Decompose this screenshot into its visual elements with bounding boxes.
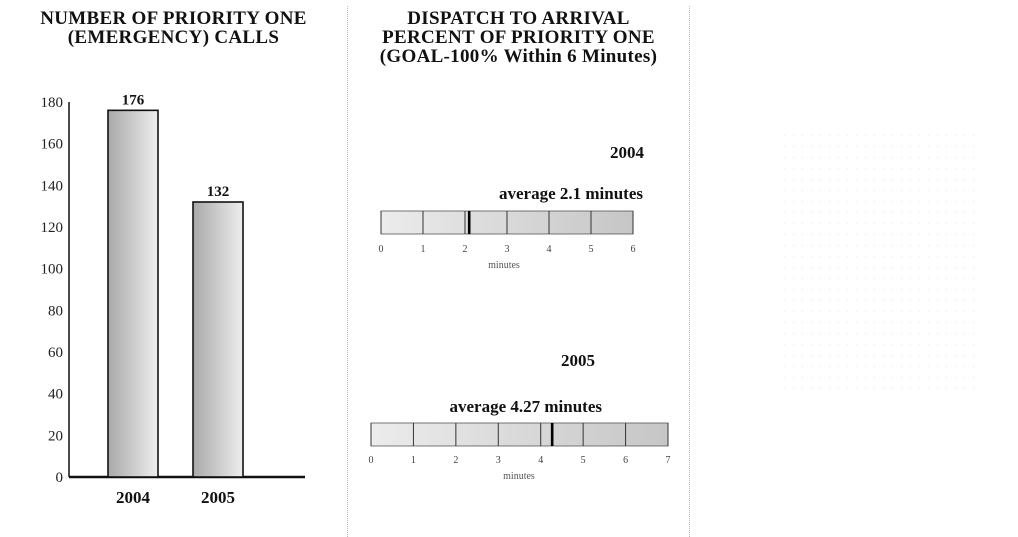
bar-2005 [192, 201, 244, 478]
series-year-label: 2005 [561, 351, 595, 370]
scale-tick-label: 7 [666, 455, 671, 466]
y-tick-label: 180 [41, 95, 64, 111]
calls-title-line-1: NUMBER OF PRIORITY ONE [40, 8, 307, 29]
scale-tick-label: 6 [631, 244, 636, 255]
background-speckle [780, 130, 980, 390]
bar-data-label: 132 [207, 184, 230, 200]
scale-tick-label: 5 [581, 455, 586, 466]
scale-tick-label: 5 [589, 244, 594, 255]
bar-2004 [107, 109, 159, 478]
y-tick-label: 140 [41, 178, 64, 194]
scale-tick-label: 0 [369, 455, 374, 466]
dispatch-title-line-1: DISPATCH TO ARRIVAL [407, 8, 630, 29]
scale-tick-label: 6 [623, 455, 628, 466]
series-average-label: average 4.27 minutes [449, 397, 602, 416]
y-tick-label: 160 [41, 137, 64, 153]
panel-divider-1 [347, 6, 348, 537]
scale-tick-label: 4 [547, 244, 552, 255]
calls-chart-title: NUMBER OF PRIORITY ONE (EMERGENCY) CALLS [0, 9, 347, 47]
series-average-label: average 2.1 minutes [499, 184, 643, 203]
scale-unit-label: minutes [503, 471, 535, 482]
calls-title-line-2: (EMERGENCY) CALLS [67, 27, 280, 48]
calls-panel: NUMBER OF PRIORITY ONE (EMERGENCY) CALLS… [0, 0, 347, 537]
y-tick-label: 40 [48, 387, 63, 403]
x-category-label: 2005 [201, 488, 235, 507]
scale-unit-label: minutes [488, 260, 520, 271]
y-tick-label: 60 [48, 345, 63, 361]
dispatch-chart-title: DISPATCH TO ARRIVAL PERCENT OF PRIORITY … [347, 9, 690, 66]
bar-data-label: 176 [122, 92, 145, 108]
scale-tick-label: 0 [379, 244, 384, 255]
y-tick-label: 120 [41, 220, 64, 236]
scale-bar-2005 [370, 422, 669, 447]
scale-tick-label: 1 [411, 455, 416, 466]
y-tick-label: 0 [56, 470, 64, 486]
dispatch-title-line-3: (GOAL-100% Within 6 Minutes) [379, 46, 658, 67]
dispatch-bars-chart: 2004 average 2.1 minutes 0 1 2 3 4 5 6 minutes 200… [369, 143, 671, 482]
y-tick-label: 20 [48, 428, 63, 444]
panel-divider-2 [689, 6, 690, 537]
scale-tick-label: 2 [453, 455, 458, 466]
scale-tick-label: 1 [421, 244, 426, 255]
dispatch-panel: DISPATCH TO ARRIVAL PERCENT OF PRIORITY … [347, 0, 690, 537]
scale-tick-label: 2 [463, 244, 468, 255]
scale-tick-label: 3 [496, 455, 501, 466]
series-year-label: 2004 [610, 143, 645, 162]
dispatch-title-line-2: PERCENT OF PRIORITY ONE [382, 27, 655, 48]
x-category-label: 2004 [116, 488, 151, 507]
calls-bar-chart: 0 20 40 60 80 100 120 140 160 180 176 2004 132 2005 [41, 92, 305, 507]
scale-tick-label: 3 [505, 244, 510, 255]
y-tick-label: 100 [41, 262, 64, 278]
y-tick-label: 80 [48, 303, 63, 319]
scale-tick-label: 4 [538, 455, 543, 466]
